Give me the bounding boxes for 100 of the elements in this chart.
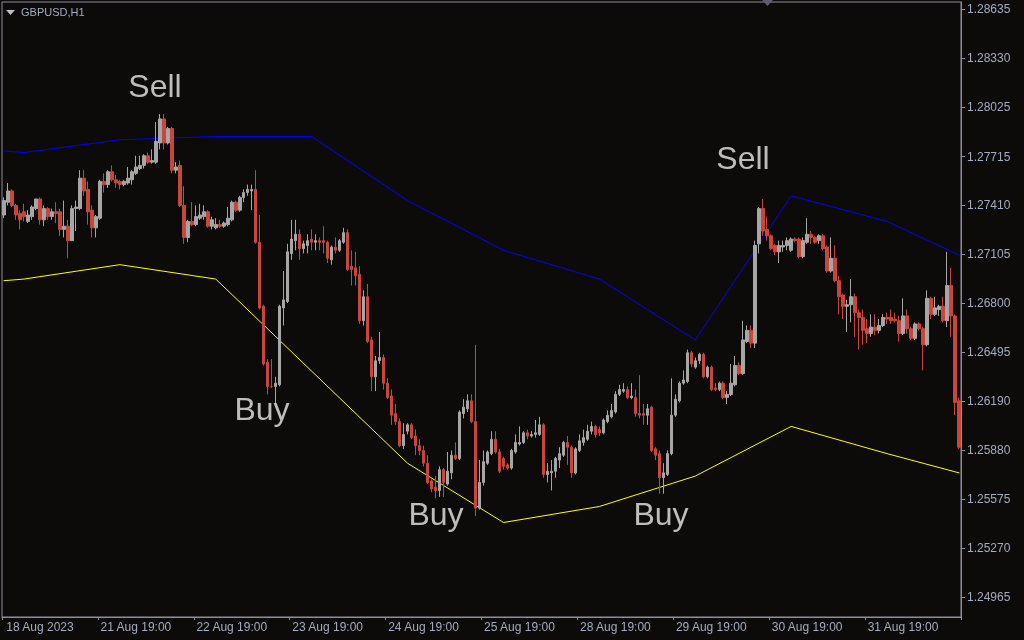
candlestick [925, 289, 929, 347]
candlestick [761, 198, 765, 237]
candlestick [210, 216, 214, 230]
y-tick-label: 1.28635 [967, 2, 1011, 17]
candlestick [474, 344, 477, 517]
candlestick [749, 325, 753, 349]
candlestick [50, 208, 54, 221]
candlestick [434, 475, 437, 499]
candlestick [698, 352, 701, 365]
candlestick [202, 204, 206, 221]
candlestick [885, 312, 889, 325]
y-tick-label: 1.26800 [967, 296, 1011, 311]
candlestick [142, 153, 146, 170]
x-tick-label: 25 Aug 19:00 [484, 620, 556, 634]
candlestick [362, 289, 365, 327]
candlestick [598, 425, 601, 437]
candlestick [817, 233, 821, 245]
candlestick [718, 381, 721, 392]
candlestick [737, 361, 741, 376]
candlestick [941, 296, 945, 323]
candlestick [861, 309, 865, 346]
candlestick [721, 381, 725, 400]
annotation: Sell [716, 140, 770, 176]
candlestick [234, 200, 238, 213]
candlestick [42, 204, 46, 227]
y-tick-label: 1.27105 [967, 247, 1011, 262]
candlestick [334, 236, 337, 254]
candlestick [933, 296, 937, 317]
candlestick [438, 465, 441, 498]
x-tick-label: 31 Aug 19:00 [867, 620, 939, 634]
candlestick [330, 244, 333, 266]
candlestick [897, 315, 901, 343]
candlestick [170, 126, 174, 174]
candlestick [70, 204, 74, 242]
candlestick [526, 429, 529, 440]
candlestick [522, 430, 525, 445]
candlestick [686, 349, 689, 384]
candlestick [785, 236, 789, 251]
candlestick [106, 169, 110, 189]
annotation: Buy [633, 496, 689, 532]
y-tick-label: 1.27715 [967, 149, 1011, 164]
candlestick [26, 209, 30, 224]
x-tick-label: 29 Aug 19:00 [675, 620, 747, 634]
candlestick [146, 152, 150, 165]
candlestick [586, 424, 589, 442]
x-tick-label: 28 Aug 19:00 [579, 620, 652, 634]
candlestick [174, 161, 178, 174]
x-tick-label: 24 Aug 19:00 [388, 620, 460, 634]
y-tick-label: 1.28330 [967, 51, 1011, 66]
candlestick [402, 422, 405, 450]
candlestick [550, 459, 553, 491]
candlestick [138, 155, 142, 171]
candlestick [310, 228, 313, 251]
candlestick [62, 200, 66, 238]
candlestick [594, 424, 597, 439]
candlestick [446, 451, 449, 487]
candlestick [789, 236, 793, 253]
candlestick [538, 416, 541, 437]
candlestick [829, 236, 833, 274]
y-tick-label: 1.24965 [967, 589, 1011, 604]
annotation: Buy [408, 496, 464, 532]
candlestick [186, 219, 190, 243]
candlestick [190, 201, 194, 227]
y-tick-label: 1.25270 [967, 541, 1011, 556]
annotation: Buy [234, 391, 290, 427]
x-tick-label: 23 Aug 19:00 [292, 620, 364, 634]
candlestick [945, 251, 949, 328]
candlestick [777, 240, 781, 264]
candlestick [306, 233, 309, 254]
candlestick [102, 172, 106, 194]
candlestick [250, 184, 253, 211]
candlestick [630, 382, 633, 400]
y-tick-label: 1.26190 [967, 393, 1011, 408]
y-tick-label: 1.27410 [967, 198, 1011, 213]
candlestick [889, 309, 893, 325]
candlestick [622, 382, 625, 394]
candlestick [626, 385, 629, 400]
x-tick-label: 21 Aug 19:00 [100, 620, 172, 634]
x-tick-label: 18 Aug 2023 [6, 620, 74, 634]
candlestick [690, 350, 693, 368]
x-tick-label: 30 Aug 19:00 [771, 620, 843, 634]
y-tick-label: 1.26495 [967, 344, 1011, 359]
candlestick [118, 179, 122, 190]
candlestick [66, 219, 70, 259]
candlestick [218, 219, 222, 229]
candlestick [710, 365, 713, 392]
candlestick [166, 126, 170, 146]
candlestick [126, 166, 130, 186]
candlestick [442, 467, 445, 498]
candlestick [809, 230, 813, 245]
candlestick [702, 352, 705, 379]
candlestick [162, 113, 166, 150]
candlestick [270, 358, 273, 389]
candlestick [913, 321, 917, 341]
candlestick [206, 209, 210, 229]
annotation: Sell [128, 68, 182, 104]
candlestick [929, 296, 933, 320]
line-series [3, 136, 960, 341]
candlestick [230, 200, 234, 222]
candlestick [921, 326, 925, 371]
